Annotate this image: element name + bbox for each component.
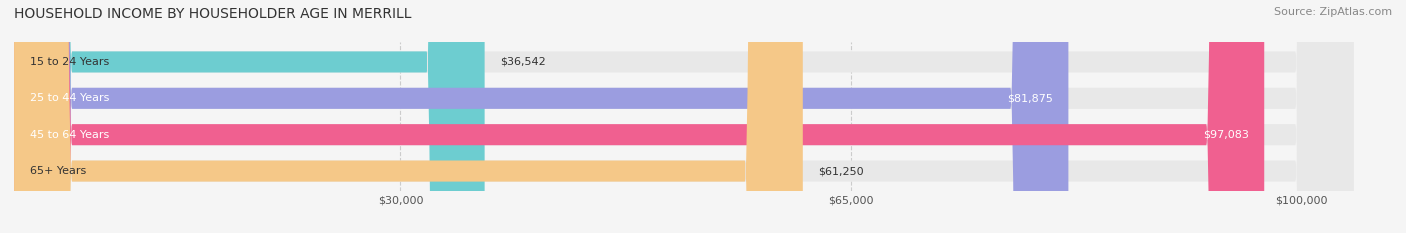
Text: $81,875: $81,875	[1007, 93, 1053, 103]
FancyBboxPatch shape	[14, 0, 1354, 233]
Text: $61,250: $61,250	[818, 166, 863, 176]
Text: 25 to 44 Years: 25 to 44 Years	[30, 93, 108, 103]
Text: HOUSEHOLD INCOME BY HOUSEHOLDER AGE IN MERRILL: HOUSEHOLD INCOME BY HOUSEHOLDER AGE IN M…	[14, 7, 412, 21]
Text: $97,083: $97,083	[1204, 130, 1249, 140]
Text: $36,542: $36,542	[501, 57, 546, 67]
FancyBboxPatch shape	[14, 0, 1354, 233]
Text: 15 to 24 Years: 15 to 24 Years	[30, 57, 108, 67]
FancyBboxPatch shape	[14, 0, 485, 233]
FancyBboxPatch shape	[14, 0, 803, 233]
Text: 45 to 64 Years: 45 to 64 Years	[30, 130, 108, 140]
Text: Source: ZipAtlas.com: Source: ZipAtlas.com	[1274, 7, 1392, 17]
Text: 65+ Years: 65+ Years	[30, 166, 86, 176]
FancyBboxPatch shape	[14, 0, 1264, 233]
FancyBboxPatch shape	[14, 0, 1354, 233]
FancyBboxPatch shape	[14, 0, 1354, 233]
FancyBboxPatch shape	[14, 0, 1069, 233]
